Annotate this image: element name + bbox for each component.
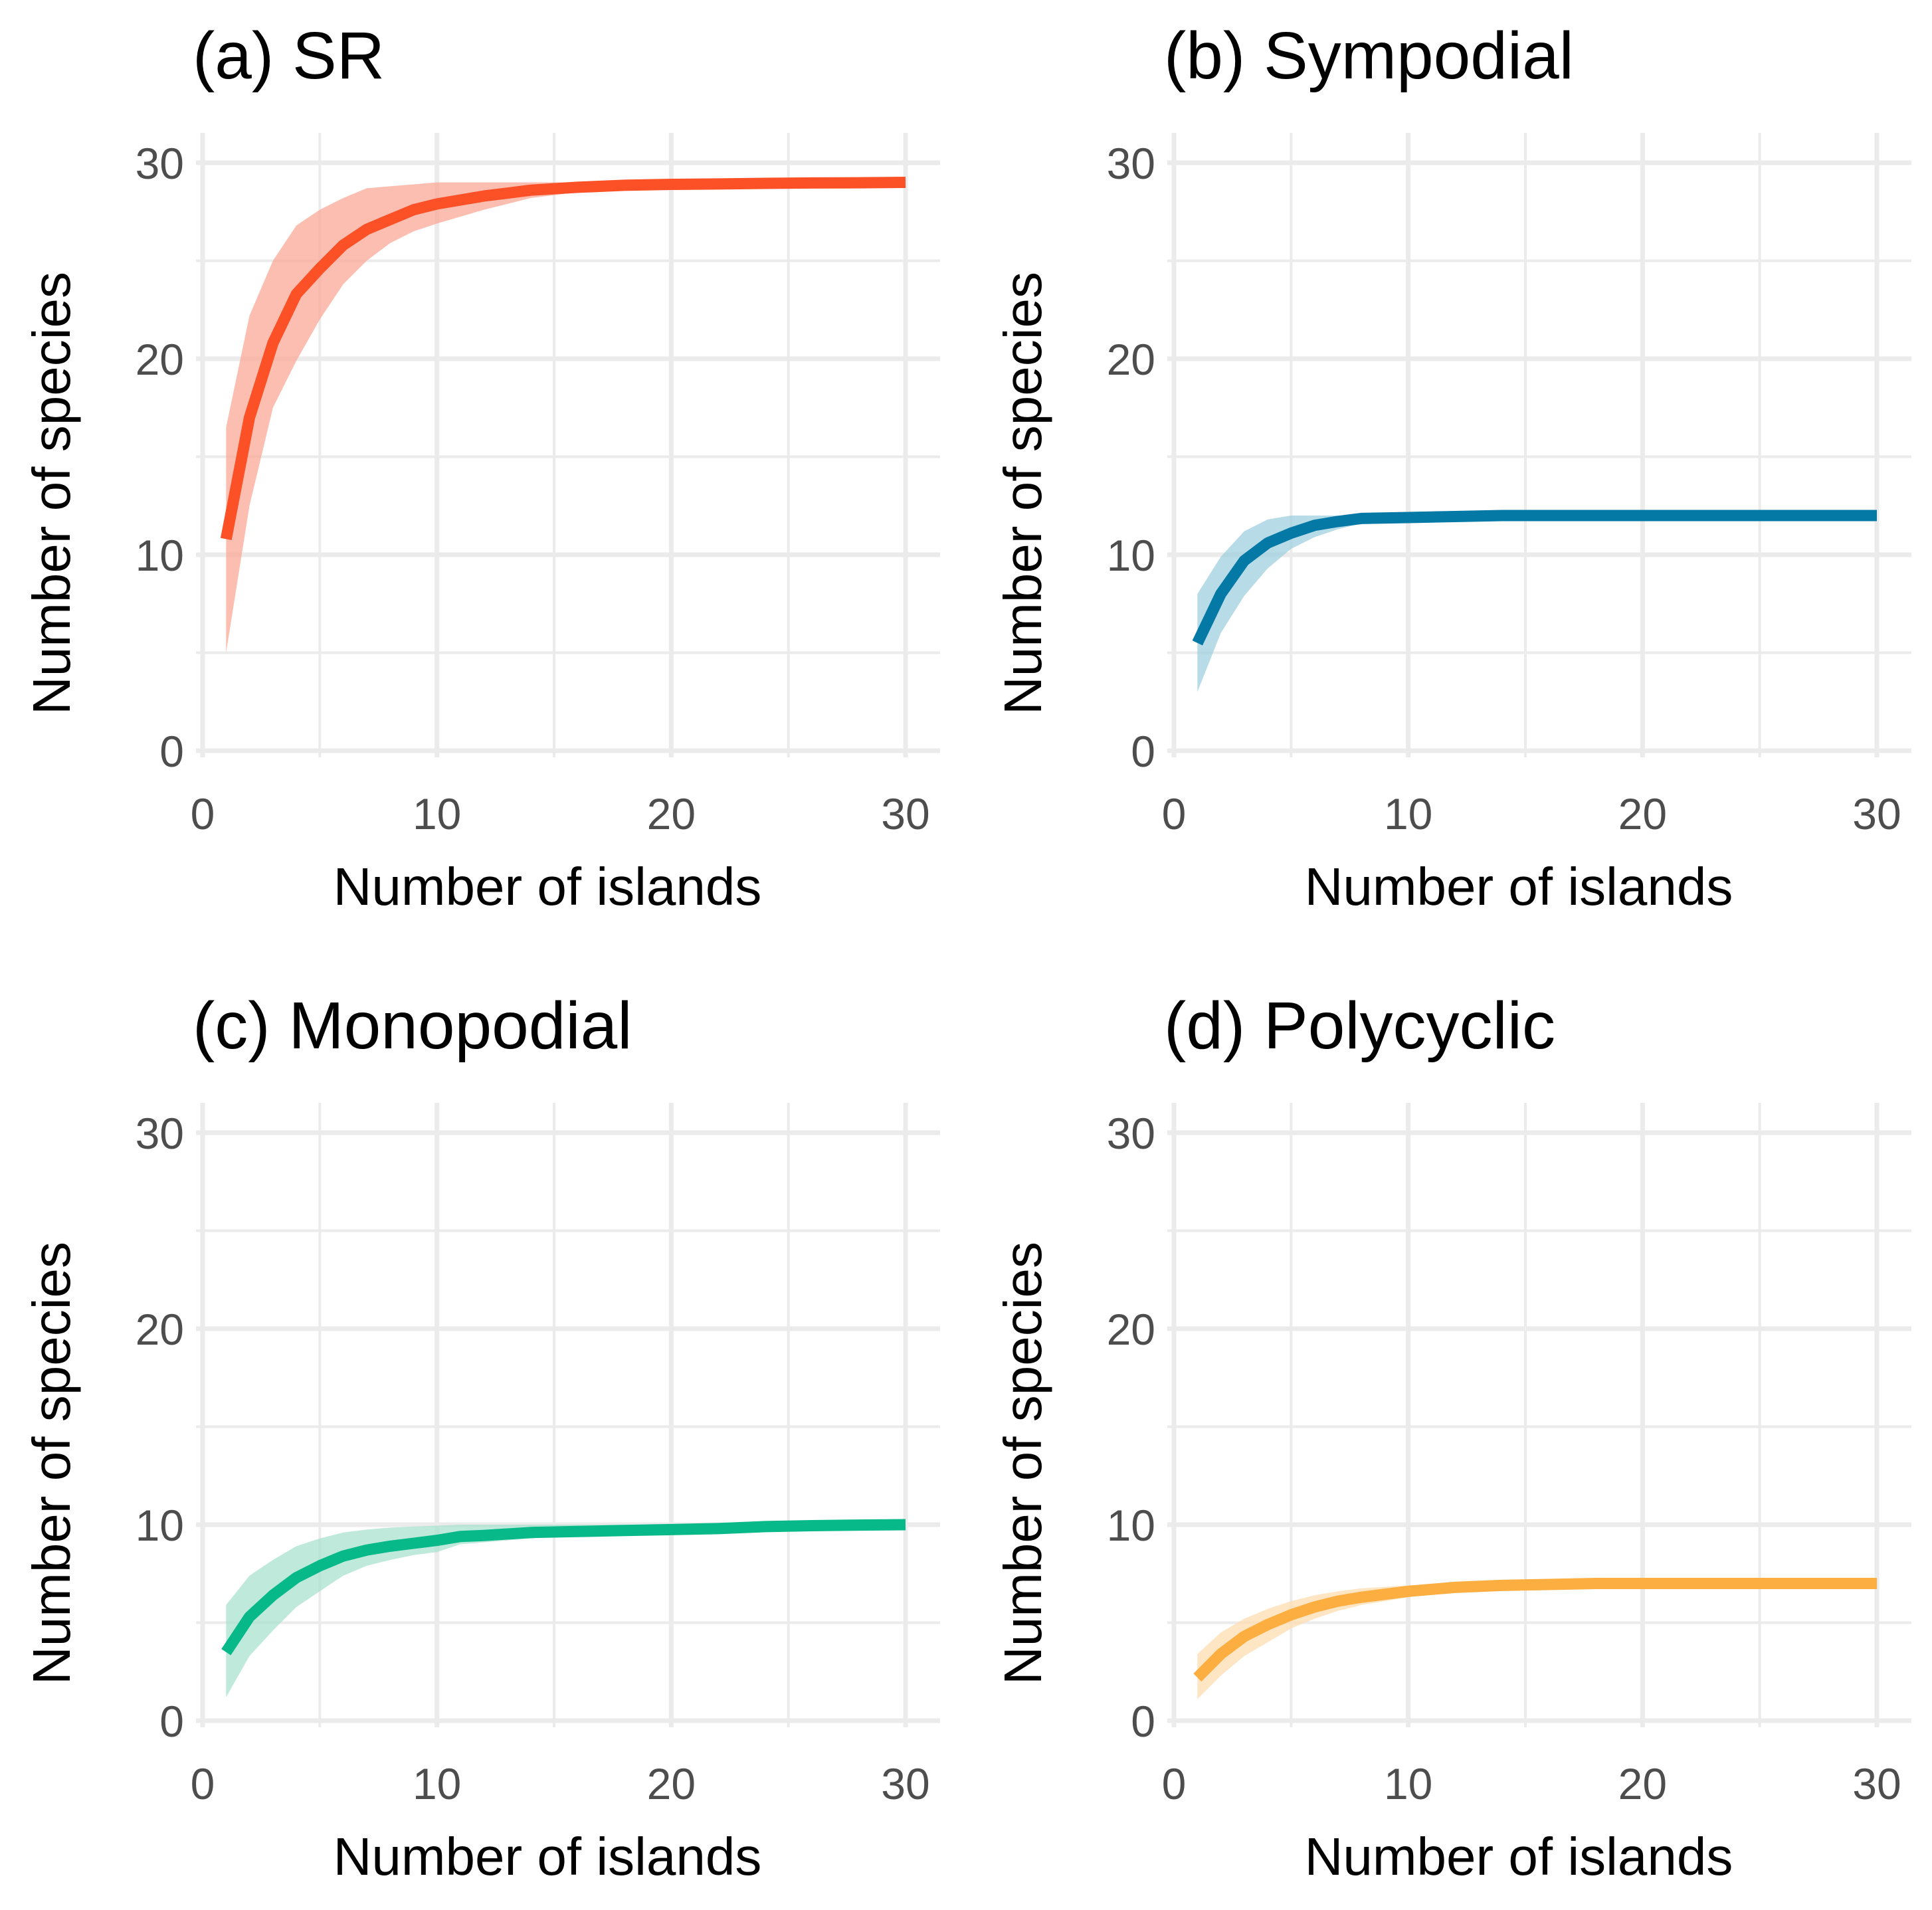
x-tick-label: 30: [1852, 1759, 1901, 1808]
y-tick-label: 20: [136, 1305, 184, 1354]
x-axis-label: Number of islands: [1305, 1827, 1733, 1886]
x-tick-label: 10: [413, 789, 461, 838]
y-tick-label: 10: [136, 1501, 184, 1550]
x-tick-label: 0: [191, 1759, 215, 1808]
y-axis-label: Number of species: [22, 272, 81, 715]
y-axis-label: Number of species: [993, 1242, 1052, 1685]
y-tick-label: 30: [1107, 1109, 1155, 1158]
y-tick-label: 30: [136, 1109, 184, 1158]
confidence-band-c: [226, 1525, 906, 1697]
x-axis-label: Number of islands: [334, 857, 762, 916]
panel-title: (b) Sympodial: [1164, 19, 1574, 93]
y-axis-label: Number of species: [22, 1242, 81, 1685]
x-axis-label: Number of islands: [1305, 857, 1733, 916]
panel-title: (c) Monopodial: [193, 989, 632, 1063]
x-tick-label: 30: [881, 789, 929, 838]
confidence-band-b: [1197, 516, 1877, 692]
y-tick-label: 20: [1107, 1305, 1155, 1354]
x-tick-label: 20: [647, 1759, 696, 1808]
y-tick-label: 30: [136, 139, 184, 188]
panel-title: (d) Polycyclic: [1164, 989, 1555, 1063]
y-tick-label: 10: [1107, 531, 1155, 580]
x-tick-label: 20: [647, 789, 696, 838]
x-axis-label: Number of islands: [334, 1827, 762, 1886]
series-line-c: [221, 1519, 906, 1656]
y-tick-label: 0: [159, 727, 184, 776]
panel-d: 0 10 20 30 0 10 20 30 Number of islands Number of…: [993, 989, 1911, 1886]
x-tick-label: 10: [1384, 789, 1432, 838]
x-tick-label: 10: [413, 1759, 461, 1808]
panel-c: 0 10 20 30 0 10 20 30 Number of islands Number of…: [22, 989, 940, 1886]
y-tick-label: 0: [1131, 1697, 1155, 1746]
x-tick-label: 0: [191, 789, 215, 838]
x-tick-label: 30: [1852, 789, 1901, 838]
x-tick-label: 20: [1618, 1759, 1667, 1808]
y-tick-label: 10: [1107, 1501, 1155, 1550]
series-line-d: [1193, 1578, 1877, 1682]
y-axis-label: Number of species: [993, 272, 1052, 715]
series-line-b: [1192, 510, 1877, 646]
panel-b: 0 10 20 30 0 10 20 30 Number of islands Number of…: [993, 19, 1911, 916]
x-tick-label: 0: [1162, 789, 1187, 838]
y-tick-label: 30: [1107, 139, 1155, 188]
y-tick-label: 0: [1131, 727, 1155, 776]
x-tick-label: 20: [1618, 789, 1667, 838]
series-line-a: [220, 177, 906, 541]
x-tick-label: 0: [1162, 1759, 1187, 1808]
x-tick-label: 10: [1384, 1759, 1432, 1808]
y-tick-label: 0: [159, 1697, 184, 1746]
confidence-band-d: [1197, 1583, 1877, 1699]
x-tick-label: 30: [881, 1759, 929, 1808]
y-tick-label: 10: [136, 531, 184, 580]
confidence-band-a: [226, 182, 906, 653]
y-tick-label: 20: [1107, 335, 1155, 384]
panel-title: (a) SR: [193, 19, 385, 93]
y-tick-label: 20: [136, 335, 184, 384]
panel-a: 0 10 20 30 0 10 20 30 Number of islands Number of…: [22, 19, 940, 916]
